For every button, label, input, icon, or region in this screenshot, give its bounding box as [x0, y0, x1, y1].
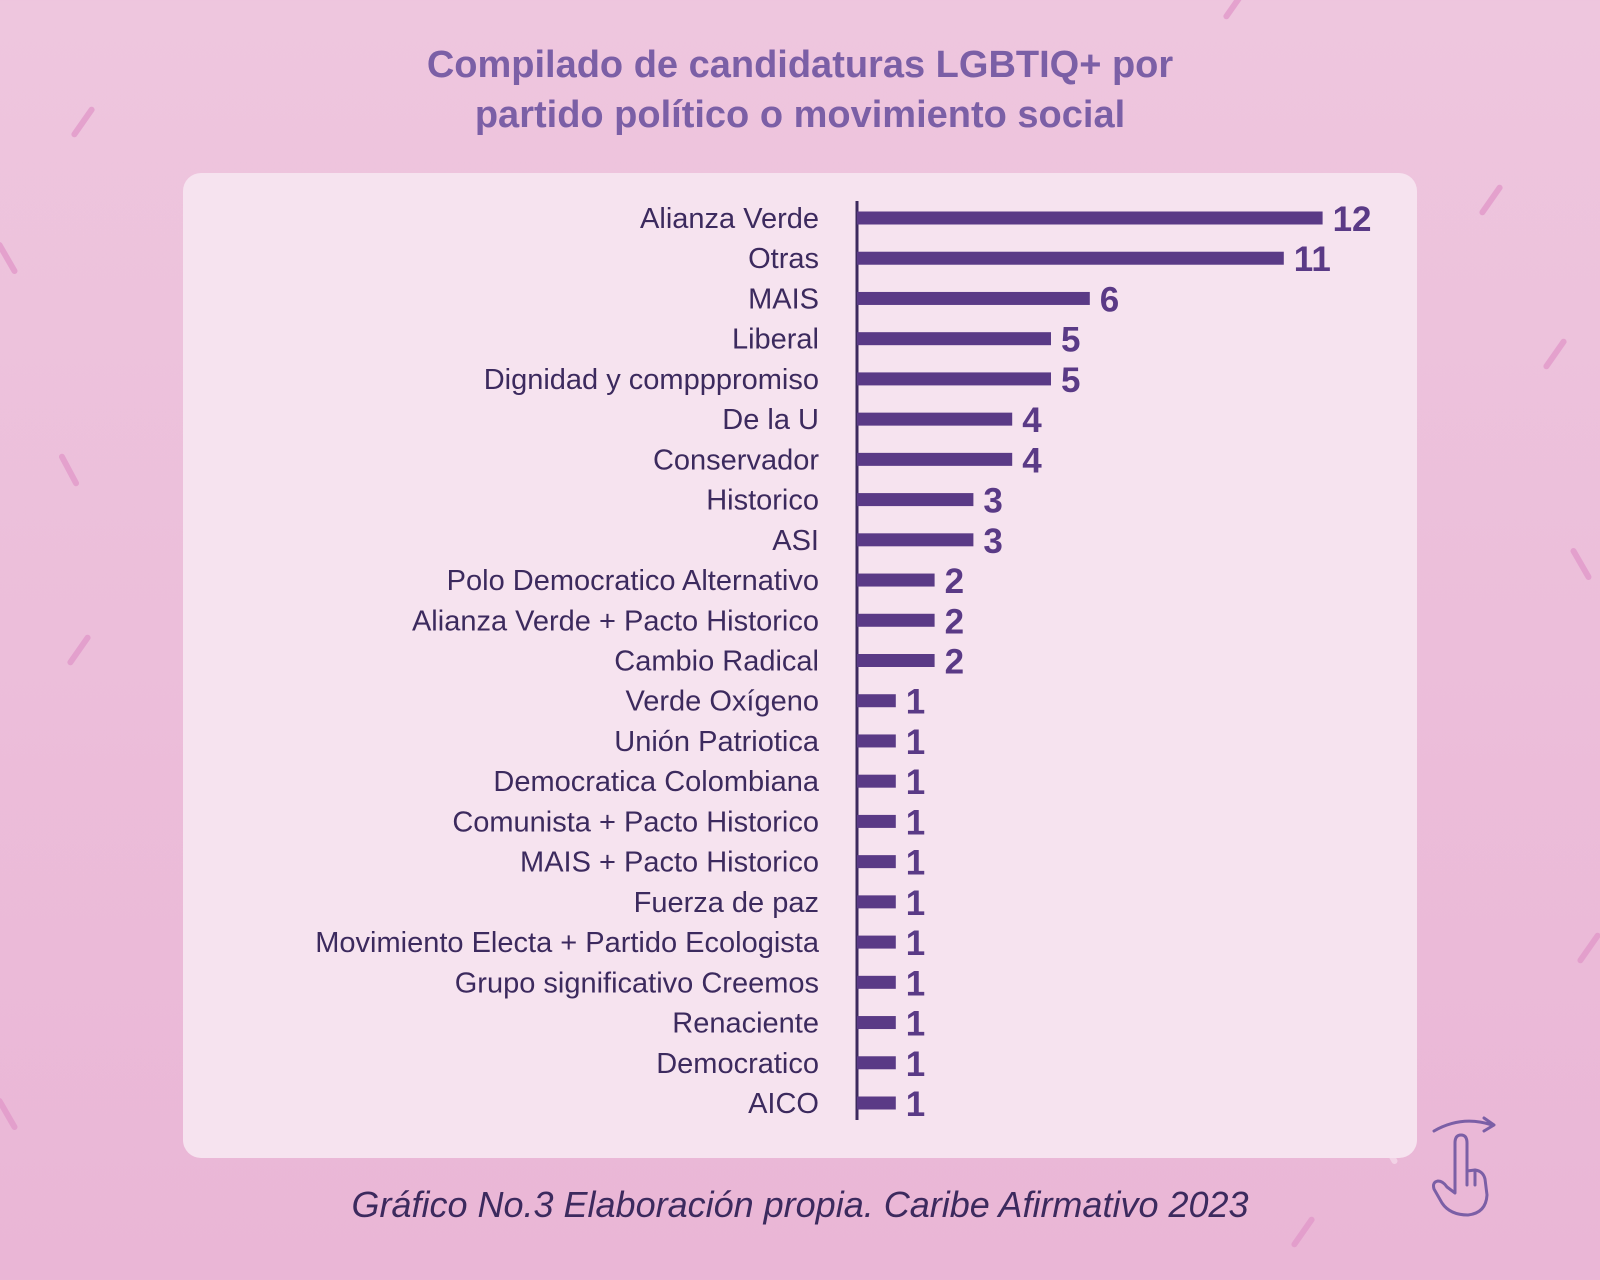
bar — [857, 291, 1090, 305]
value-label: 1 — [906, 884, 925, 923]
value-label: 6 — [1100, 280, 1119, 319]
category-label: Renaciente — [672, 1008, 819, 1040]
decorative-dash — [0, 1096, 19, 1132]
value-label: 1 — [906, 1005, 925, 1044]
decorative-dash — [1222, 0, 1248, 21]
bar — [857, 814, 896, 828]
swipe-hand-icon — [1432, 1116, 1496, 1217]
bar — [857, 412, 1013, 426]
category-label: Comunista + Pacto Historico — [452, 806, 819, 838]
value-label: 1 — [906, 763, 925, 802]
bar — [857, 452, 1013, 466]
category-label: Verde Oxígeno — [626, 686, 819, 718]
value-label: 5 — [1061, 321, 1080, 360]
category-label: De la U — [722, 404, 819, 436]
decorative-dash — [57, 452, 81, 488]
value-label: 4 — [1022, 441, 1042, 480]
chart-card: Alianza Verde 12 Otras 11 MAIS 6 Liberal 5 Digni… — [183, 173, 1417, 1158]
bar — [857, 573, 935, 587]
category-label: Dignidad y compppromiso — [484, 364, 819, 396]
chart-title: Compilado de candidaturas LGBTIQ+ por pa… — [0, 40, 1600, 140]
decorative-dash — [66, 633, 92, 667]
value-label: 1 — [906, 683, 925, 722]
value-label: 12 — [1333, 200, 1372, 239]
category-label: Conservador — [653, 444, 819, 476]
decorative-dash — [1569, 546, 1593, 582]
value-label: 11 — [1294, 240, 1331, 279]
category-label: Polo Democratico Alternativo — [447, 565, 819, 597]
bar — [857, 734, 896, 748]
bar — [857, 533, 974, 547]
bar — [857, 332, 1051, 346]
category-label: Cambio Radical — [614, 646, 819, 678]
category-label: Democratico — [656, 1048, 819, 1080]
category-label: Alianza Verde + Pacto Historico — [412, 605, 819, 637]
value-label: 1 — [906, 803, 925, 842]
bar — [857, 613, 935, 627]
value-label: 1 — [906, 1045, 925, 1084]
decorative-dash — [0, 240, 19, 276]
value-label: 1 — [906, 723, 925, 762]
category-label: ASI — [772, 525, 819, 557]
bar — [857, 654, 935, 667]
decorative-dash — [1576, 931, 1600, 965]
decorative-dash — [1478, 183, 1504, 217]
chart-caption: Gráfico No.3 Elaboración propia. Caribe … — [351, 1184, 1249, 1225]
chart-title-line-1: Compilado de candidaturas LGBTIQ+ por — [426, 44, 1174, 86]
bar — [857, 493, 974, 507]
bar — [857, 211, 1323, 225]
category-label: Unión Patriotica — [614, 726, 820, 758]
bar — [857, 251, 1284, 265]
category-label: AICO — [748, 1088, 819, 1120]
value-label: 3 — [983, 482, 1002, 521]
category-label: Movimiento Electa + Partido Ecologista — [315, 927, 820, 959]
bar — [857, 1056, 896, 1070]
bar — [857, 855, 896, 869]
category-label: Democratica Colombiana — [493, 766, 819, 798]
chart-title-line-2: partido político o movimiento social — [474, 94, 1126, 136]
bar — [857, 895, 896, 909]
value-label: 4 — [1022, 401, 1042, 440]
category-label: MAIS + Pacto Historico — [520, 847, 819, 879]
value-label: 1 — [906, 964, 925, 1003]
category-label: Historico — [706, 485, 819, 517]
bar — [857, 1096, 896, 1110]
value-label: 2 — [945, 643, 964, 682]
bar — [857, 975, 896, 989]
decorative-dash — [1542, 337, 1568, 371]
bar — [857, 1016, 896, 1030]
value-label: 2 — [945, 602, 964, 641]
value-label: 1 — [906, 924, 925, 963]
category-label: Alianza Verde — [640, 203, 819, 235]
category-label: Fuerza de paz — [634, 887, 819, 919]
value-label: 3 — [983, 522, 1002, 561]
value-label: 5 — [1061, 361, 1080, 400]
value-label: 2 — [945, 562, 964, 601]
bar — [857, 935, 896, 949]
category-label: Liberal — [732, 324, 819, 356]
value-label: 1 — [906, 844, 925, 883]
category-label: Grupo significativo Creemos — [455, 967, 819, 999]
bar — [857, 774, 896, 788]
bar — [857, 372, 1051, 386]
value-label: 1 — [906, 1085, 925, 1124]
bar — [857, 694, 896, 708]
category-label: MAIS — [748, 283, 819, 315]
category-label: Otras — [748, 243, 819, 275]
